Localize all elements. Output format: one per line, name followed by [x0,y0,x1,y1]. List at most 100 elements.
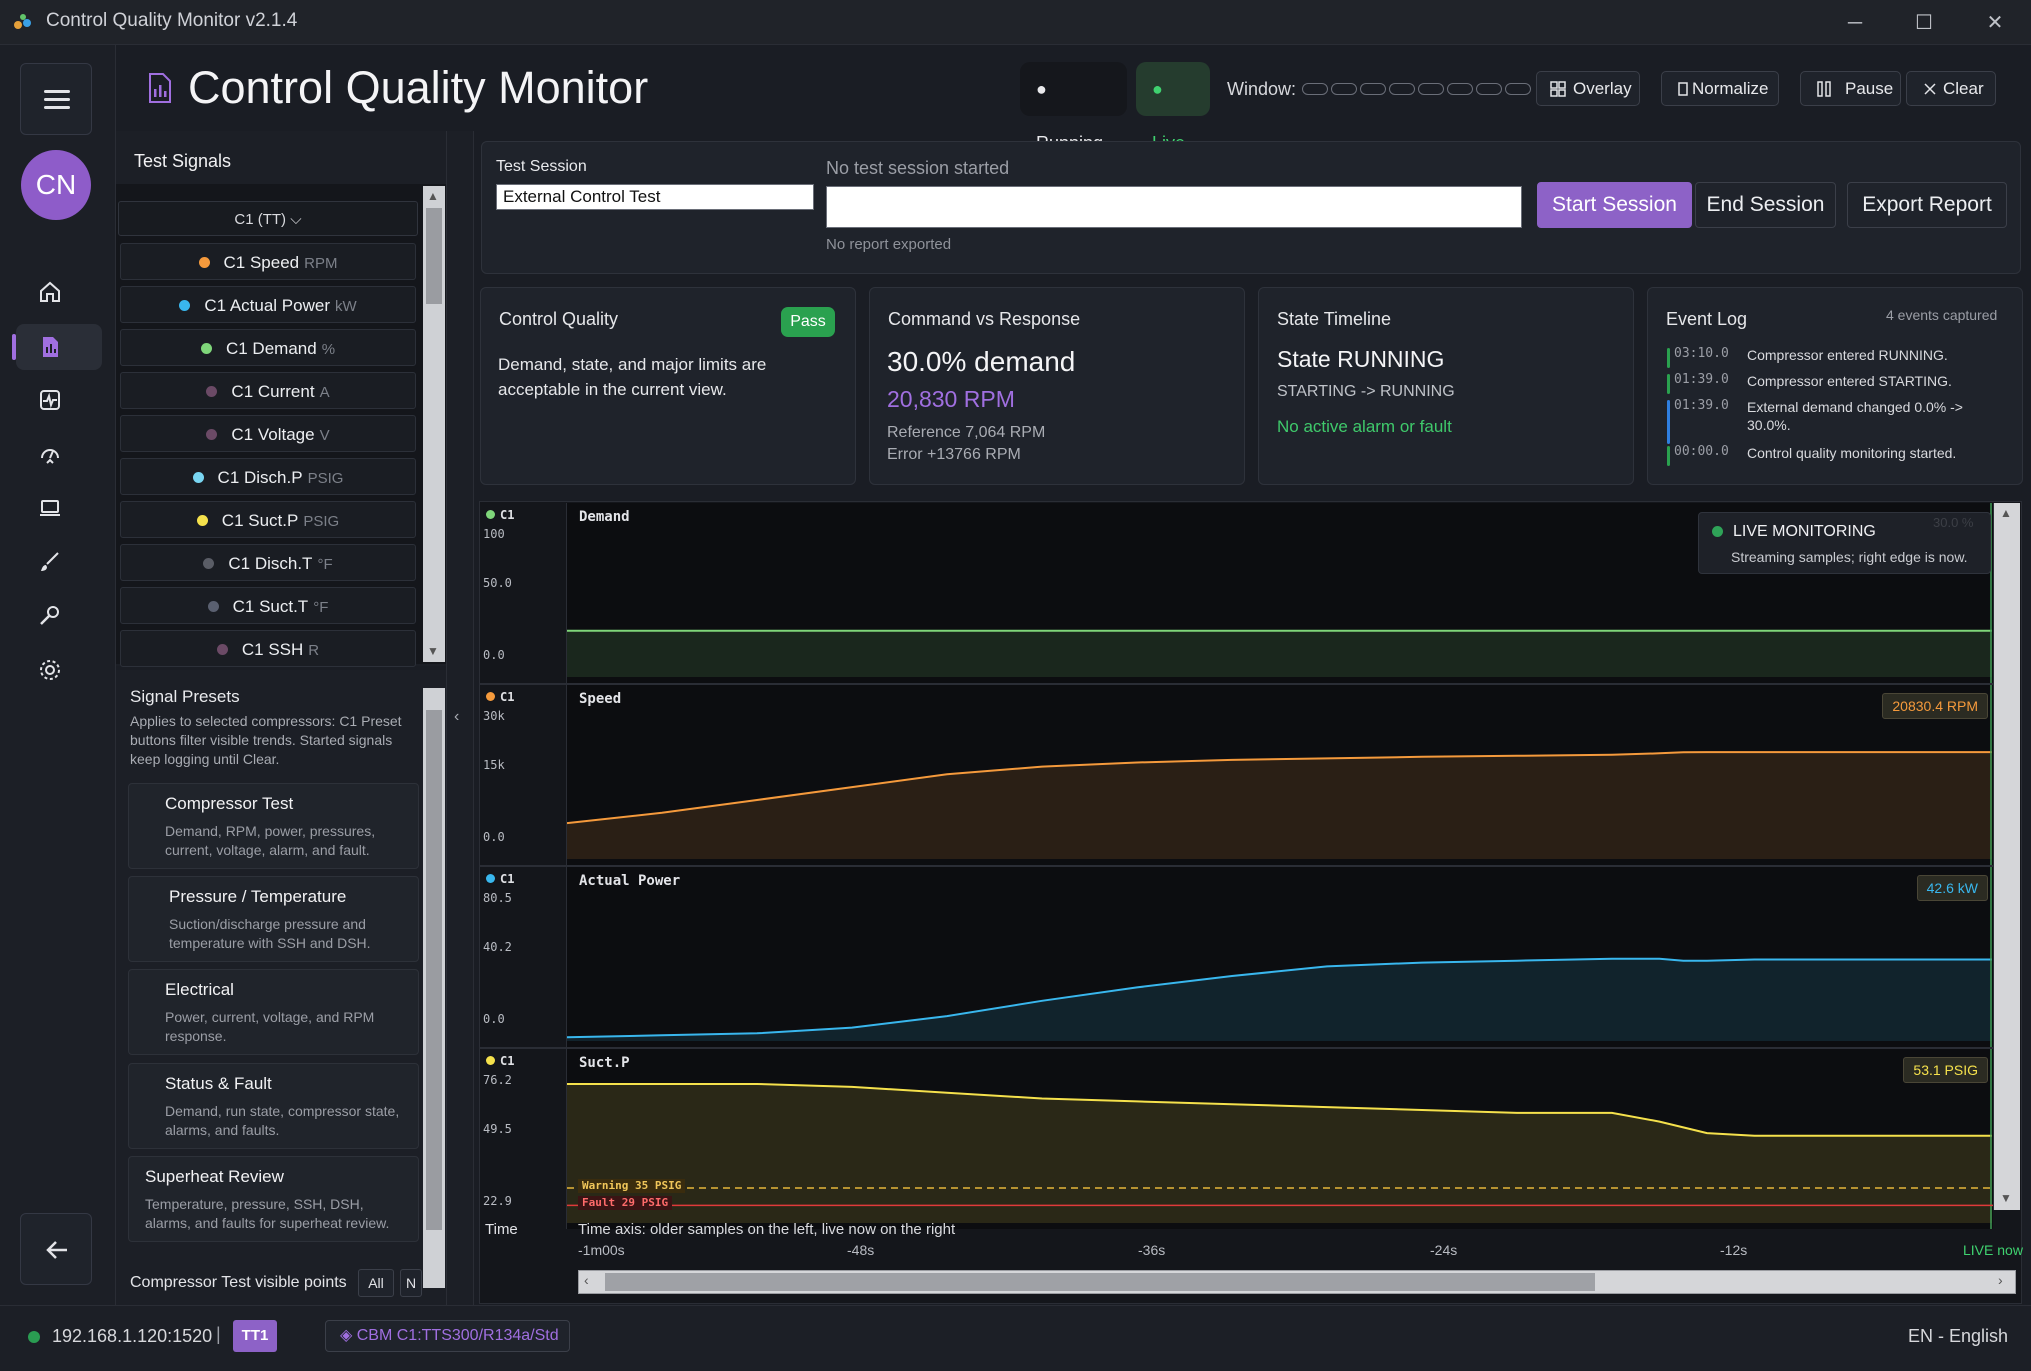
preset-description: Demand, RPM, power, pressures, current, … [165,823,376,858]
signal-item[interactable]: C1 Current A [120,372,416,409]
event-log-card: Event Log [1647,287,2023,485]
signal-label: C1 Disch.P [217,468,303,487]
signal-color-dot [196,515,208,526]
back-button[interactable] [20,1213,92,1285]
lane-chart [567,685,1992,865]
nav-trends[interactable] [28,378,72,422]
signal-item[interactable]: C1 Suct.P PSIG [120,501,416,538]
signal-item[interactable]: C1 Demand% [120,329,416,366]
menu-button[interactable] [20,63,92,135]
start-session-button[interactable]: Start Session [1537,182,1692,228]
scroll-up-icon[interactable]: ▲ [2000,506,2012,520]
maximize-button[interactable]: ☐ [1915,12,1933,34]
overlay-button[interactable]: Overlay [1536,71,1640,106]
scroll-down-icon[interactable]: ▼ [2000,1191,2012,1205]
minimize-button[interactable]: ─ [1847,12,1863,34]
event-marker [1667,400,1670,444]
panel-splitter[interactable] [446,131,474,1305]
connection-address: 192.168.1.120:1520 [52,1326,213,1346]
n-points-button[interactable]: N [400,1269,422,1297]
preset-card[interactable]: Electrical Power, current, voltage, and R… [128,969,419,1055]
window-option[interactable] [1302,83,1328,95]
lane-signal-id: C1 [500,1054,515,1068]
window-option[interactable] [1389,83,1415,95]
window-option[interactable] [1476,83,1502,95]
lane-signal-id: C1 [500,508,515,522]
close-window-button[interactable]: ✕ [1986,12,2004,34]
signal-item[interactable]: C1 SSH R [120,630,416,667]
overlay-label: Overlay [1573,79,1632,98]
fault-threshold-label: Fault 29 PSIG [578,1196,673,1211]
compressor-selector[interactable]: C1 (TT) ⌵ [118,201,418,236]
language-selector[interactable]: EN - English [1908,1326,2009,1346]
session-name-input[interactable] [496,184,814,210]
signal-color-dot [216,644,228,655]
presets-scroll-thumb[interactable] [426,710,442,1230]
nav-device[interactable] [28,486,72,530]
state-timeline-card: State Timeline [1258,287,1634,485]
signal-color-dot [486,874,495,883]
scroll-down-icon[interactable]: ▼ [427,644,439,658]
lane-plot [566,685,1993,865]
scroll-up-icon[interactable]: ▲ [427,189,439,203]
avatar[interactable]: CN [21,150,91,220]
window-option[interactable] [1360,83,1386,95]
rectangle-icon [1678,82,1688,96]
window-option[interactable] [1418,83,1444,95]
alarm-status: No active alarm or fault [1277,417,1452,436]
window-option[interactable] [1505,83,1531,95]
window-option[interactable] [1331,83,1357,95]
time-scroll-thumb[interactable] [605,1273,1595,1291]
cbm-chip[interactable]: ◈ CBM C1:TTS300/R134a/Std [325,1320,570,1352]
preset-card[interactable]: Pressure / Temperature Suction/discharge … [128,876,419,962]
x-tick-label: -1m00s [578,1242,625,1258]
signal-item[interactable]: C1 Suct.T °F [120,587,416,624]
nav-home[interactable] [28,270,72,314]
nav-report[interactable] [12,324,102,370]
signal-item[interactable]: C1 Disch.P PSIG [120,458,416,495]
presets-title: Signal Presets [130,687,240,706]
close-icon [1924,83,1936,95]
signal-item[interactable]: C1 Speed RPM [120,243,416,280]
signal-label: C1 Speed [223,253,300,272]
clear-button[interactable]: Clear [1906,71,1996,106]
preset-card[interactable]: Superheat Review Temperature, pressure, S… [128,1156,419,1242]
signal-item[interactable]: C1 Actual Power kW [120,286,416,323]
nav-settings[interactable] [28,648,72,692]
tt-badge[interactable]: TT1 [233,1320,277,1352]
chevron-left-icon[interactable]: ‹ [584,1272,589,1288]
x-tick-label: -36s [1138,1242,1166,1258]
window-option[interactable] [1447,83,1473,95]
all-points-button[interactable]: All [358,1269,394,1297]
laptop-icon [40,500,60,516]
rpm-value: 20,830 RPM [887,386,1015,412]
pause-button[interactable]: Pause [1800,71,1901,106]
status-running-pill: ● Running [1020,62,1127,153]
signals-scrollbar[interactable] [423,186,445,662]
chevron-right-icon[interactable]: › [1998,1272,2003,1288]
series-area [567,752,1992,859]
page-title: Control Quality Monitor [188,62,649,113]
lane-gutter [480,1049,566,1229]
y-tick-label: 22.9 [483,1194,512,1208]
series-line [567,751,1992,825]
preset-card[interactable]: Compressor Test Demand, RPM, power, press… [128,783,419,869]
signal-item[interactable]: C1 Voltage V [120,415,416,452]
app-icon [14,14,31,29]
nav-gauge[interactable] [28,432,72,476]
lane-title: Demand [579,509,630,525]
signal-item[interactable]: C1 Disch.T °F [120,544,416,581]
export-report-button[interactable]: Export Report [1847,182,2007,228]
x-tick-label: -12s [1720,1242,1748,1258]
nav-brush[interactable] [28,540,72,584]
preset-card[interactable]: Status & Fault Demand, run state, compres… [128,1063,419,1149]
nav-tools[interactable] [28,594,72,638]
event-row: 00:00.0 Control quality monitoring starte… [1667,444,2007,466]
preset-title: Superheat Review [145,1167,284,1186]
preset-description: Demand, run state, compressor state, ala… [165,1103,400,1138]
end-session-button[interactable]: End Session [1695,182,1836,228]
normalize-button[interactable]: Normalize [1661,71,1779,106]
signals-scroll-thumb[interactable] [426,208,442,304]
chevron-left-icon[interactable]: ‹ [454,708,460,725]
chart-vertical-scrollbar[interactable] [1993,503,2020,1210]
